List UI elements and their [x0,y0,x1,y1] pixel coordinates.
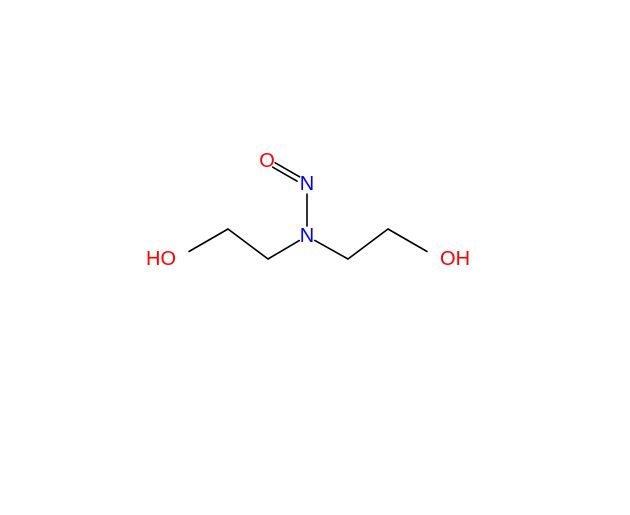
bond-line [388,229,427,252]
bond-line [348,229,388,259]
atom-label-OH_right: OH [440,249,470,269]
atom-label-O_top: O [259,151,275,171]
bond-line [268,241,299,259]
molecule-canvas: HO N OH N O [0,0,630,515]
bond-line [189,229,228,252]
atom-label-N_upper: N [300,174,314,194]
bond-line [228,229,268,259]
bond-layer [0,0,630,515]
atom-label-HO_left: HO [146,249,176,269]
bond-line [315,240,348,259]
atom-label-N_center: N [300,226,314,246]
